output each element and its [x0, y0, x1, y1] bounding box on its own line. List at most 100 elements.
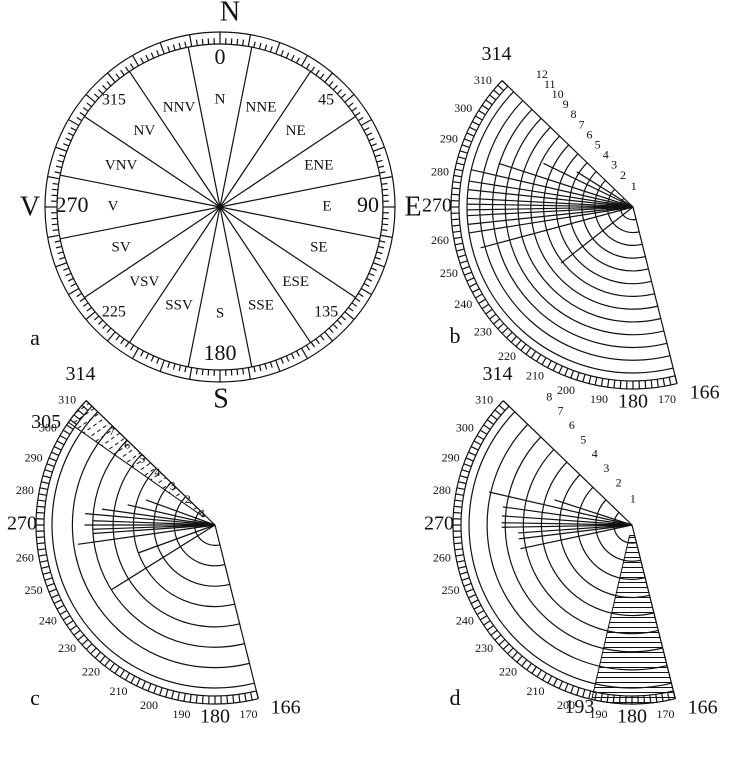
scale-tick [41, 565, 50, 569]
scale-tick [455, 554, 464, 557]
scale-tick [57, 159, 64, 163]
scale-tick [159, 42, 165, 55]
degree-label: 0 [215, 44, 226, 69]
scale-tick [378, 245, 385, 249]
scale-tick [469, 282, 477, 288]
scale-tick [374, 256, 381, 260]
tick-label: 290 [25, 451, 43, 465]
scale-tick [644, 380, 647, 389]
scale-tick [258, 42, 262, 49]
scale-tick [85, 311, 96, 320]
scale-tick [305, 63, 311, 70]
scale-tick [42, 475, 51, 479]
tick-label: 230 [474, 325, 492, 339]
ring-arc [51, 411, 255, 689]
ring-label: 2 [616, 476, 622, 490]
scale-tick [236, 38, 239, 45]
scale-tick [336, 319, 342, 325]
scale-tick [238, 694, 241, 703]
sector-label: SE [310, 239, 328, 255]
scale-tick [150, 355, 155, 362]
ring-label: 6 [569, 418, 575, 432]
scale-tick [55, 262, 68, 268]
scale-tick [120, 338, 125, 345]
ring-arc [543, 144, 655, 297]
ring-arc [112, 453, 240, 628]
scale-tick [470, 445, 479, 451]
scale-tick [490, 414, 498, 421]
scale-tick [464, 271, 472, 276]
scale-tick [497, 322, 505, 330]
tick-label: 170 [657, 707, 675, 721]
scale-tick [295, 350, 300, 357]
scale-tick [379, 240, 386, 243]
scale-tick [159, 687, 163, 696]
scale-tick [195, 368, 198, 375]
scale-tick [452, 181, 461, 184]
scale-tick [328, 81, 334, 87]
scale-tick [459, 571, 468, 575]
scale-tick [51, 594, 60, 599]
ray [467, 206, 634, 217]
scale-tick [351, 302, 358, 307]
scale-tick [106, 327, 112, 333]
scale-tick [366, 277, 373, 282]
scale-tick [48, 588, 57, 593]
scale-tick [381, 229, 388, 232]
scale-tick [102, 85, 108, 91]
scale-arc [450, 80, 678, 390]
ring-arc [468, 411, 672, 689]
cardinal-label: V [20, 191, 40, 222]
scale-tick [612, 695, 615, 704]
scale-tick [247, 34, 251, 47]
scale-tick [107, 331, 116, 342]
scale-tick [520, 343, 527, 351]
tick-label: 190 [172, 707, 190, 721]
scale-tick [483, 424, 491, 430]
sector-label: VSV [129, 274, 159, 290]
scale-tick [466, 132, 475, 137]
ray [480, 206, 634, 249]
scale-tick [493, 89, 501, 96]
scale-tick [153, 685, 158, 694]
scale-tick [59, 256, 66, 260]
scale-tick [370, 143, 377, 147]
scale-tick [618, 695, 621, 704]
ring-arc [92, 439, 245, 648]
scale-tick [275, 359, 281, 372]
scale-tick [456, 487, 465, 491]
scale-tick [66, 620, 74, 626]
ray [468, 206, 634, 234]
degree-label: 90 [357, 192, 379, 217]
scale-tick [594, 377, 598, 386]
ray [467, 203, 634, 208]
scale-tick [54, 240, 61, 243]
scale-tick [472, 288, 480, 293]
scale-tick [107, 72, 116, 83]
scale-tick [119, 669, 125, 678]
scale-tick [242, 368, 245, 375]
ring-arc [613, 512, 637, 544]
scale-tick [606, 694, 609, 703]
scale-tick [479, 429, 488, 435]
degree-label: 135 [314, 304, 338, 321]
scale-tick [236, 369, 239, 376]
scale-tick [264, 363, 268, 370]
scale-tick [269, 361, 273, 368]
scale-tick [502, 400, 510, 407]
scale-tick [458, 481, 467, 485]
scale-tick [459, 150, 468, 154]
scale-tick [582, 374, 586, 383]
scale-tick [145, 353, 150, 360]
degree-label: 45 [318, 92, 334, 109]
scale-tick [156, 50, 160, 57]
scale-tick [380, 176, 393, 180]
ring-label: 2 [185, 492, 191, 506]
sector-line [84, 115, 221, 208]
ray [467, 206, 634, 225]
scale-tick [129, 344, 135, 351]
scale-tick [649, 695, 652, 704]
scale-tick [351, 107, 358, 112]
scale-tick [498, 638, 506, 646]
ring-arc [194, 510, 221, 546]
